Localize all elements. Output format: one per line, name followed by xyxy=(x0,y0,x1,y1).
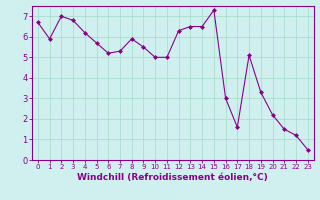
X-axis label: Windchill (Refroidissement éolien,°C): Windchill (Refroidissement éolien,°C) xyxy=(77,173,268,182)
